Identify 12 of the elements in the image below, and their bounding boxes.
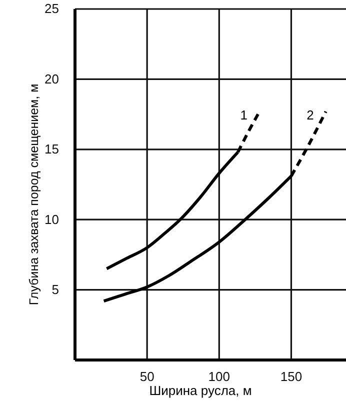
y-tick-label: 20	[44, 71, 59, 86]
y-axis-title: Глубина захвата пород смещением, м	[27, 84, 41, 306]
x-tick-label: 150	[280, 369, 302, 384]
y-tick-label: 5	[52, 282, 59, 297]
x-tick-label: 50	[140, 369, 154, 384]
series-label: 1	[240, 107, 248, 122]
y-tick-label: 10	[44, 212, 59, 227]
y-tick-label: 15	[44, 142, 59, 157]
y-tick-label: 25	[44, 1, 59, 16]
series-label: 2	[306, 107, 314, 122]
x-tick-label: 100	[208, 369, 230, 384]
x-axis-title: Ширина русла, м	[149, 383, 252, 398]
